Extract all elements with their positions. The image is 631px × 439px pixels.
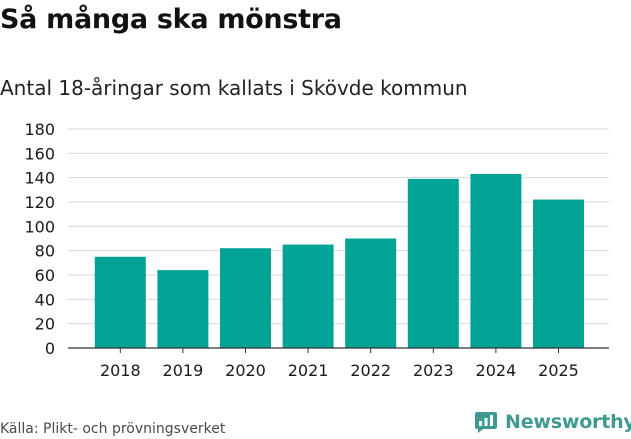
- y-tick-label: 140: [24, 169, 55, 188]
- y-tick-label: 120: [24, 193, 55, 212]
- x-tick-label: 2020: [225, 361, 266, 380]
- bar-2022: [345, 238, 397, 348]
- y-tick-label: 180: [24, 120, 55, 139]
- x-tick-label: 2019: [163, 361, 204, 380]
- x-tick-label: 2021: [288, 361, 329, 380]
- bar-2020: [220, 248, 271, 348]
- source-note: Källa: Plikt- och prövningsverket: [0, 421, 226, 437]
- x-tick-label: 2022: [350, 361, 391, 380]
- bar-2024: [470, 174, 522, 348]
- x-tick-label: 2018: [100, 361, 141, 380]
- bar-2025: [533, 199, 584, 348]
- newsworthy-logo-text: Newsworthy: [505, 411, 631, 433]
- y-tick-label: 100: [24, 217, 55, 236]
- y-tick-label: 0: [45, 339, 55, 358]
- x-axis-ticks: 2018 2019 2020 2021 2022 2023 2024 2025: [100, 348, 579, 380]
- newsworthy-logo: Newsworthy: [474, 407, 631, 437]
- bar-2018: [94, 256, 146, 348]
- y-tick-label: 60: [35, 266, 55, 285]
- x-tick-label: 2023: [413, 361, 454, 380]
- bar-2023: [407, 178, 459, 348]
- bar-2019: [157, 270, 209, 348]
- y-axis-ticks: 0 20 40 60 80 100 120 140 160 180: [24, 120, 55, 358]
- newsworthy-logo-icon: [475, 412, 497, 433]
- gridlines: [68, 128, 609, 325]
- chart-subtitle: Antal 18-åringar som kallats i Skövde ko…: [0, 76, 468, 100]
- x-tick-label: 2025: [538, 361, 579, 380]
- y-tick-label: 40: [35, 290, 55, 309]
- x-tick-label: 2024: [476, 361, 517, 380]
- bars: [94, 174, 584, 348]
- bar-2021: [282, 244, 334, 348]
- chart-title: Så många ska mönstra: [0, 4, 342, 35]
- y-tick-label: 20: [35, 315, 55, 334]
- y-tick-label: 80: [35, 242, 55, 261]
- y-tick-label: 160: [24, 144, 55, 163]
